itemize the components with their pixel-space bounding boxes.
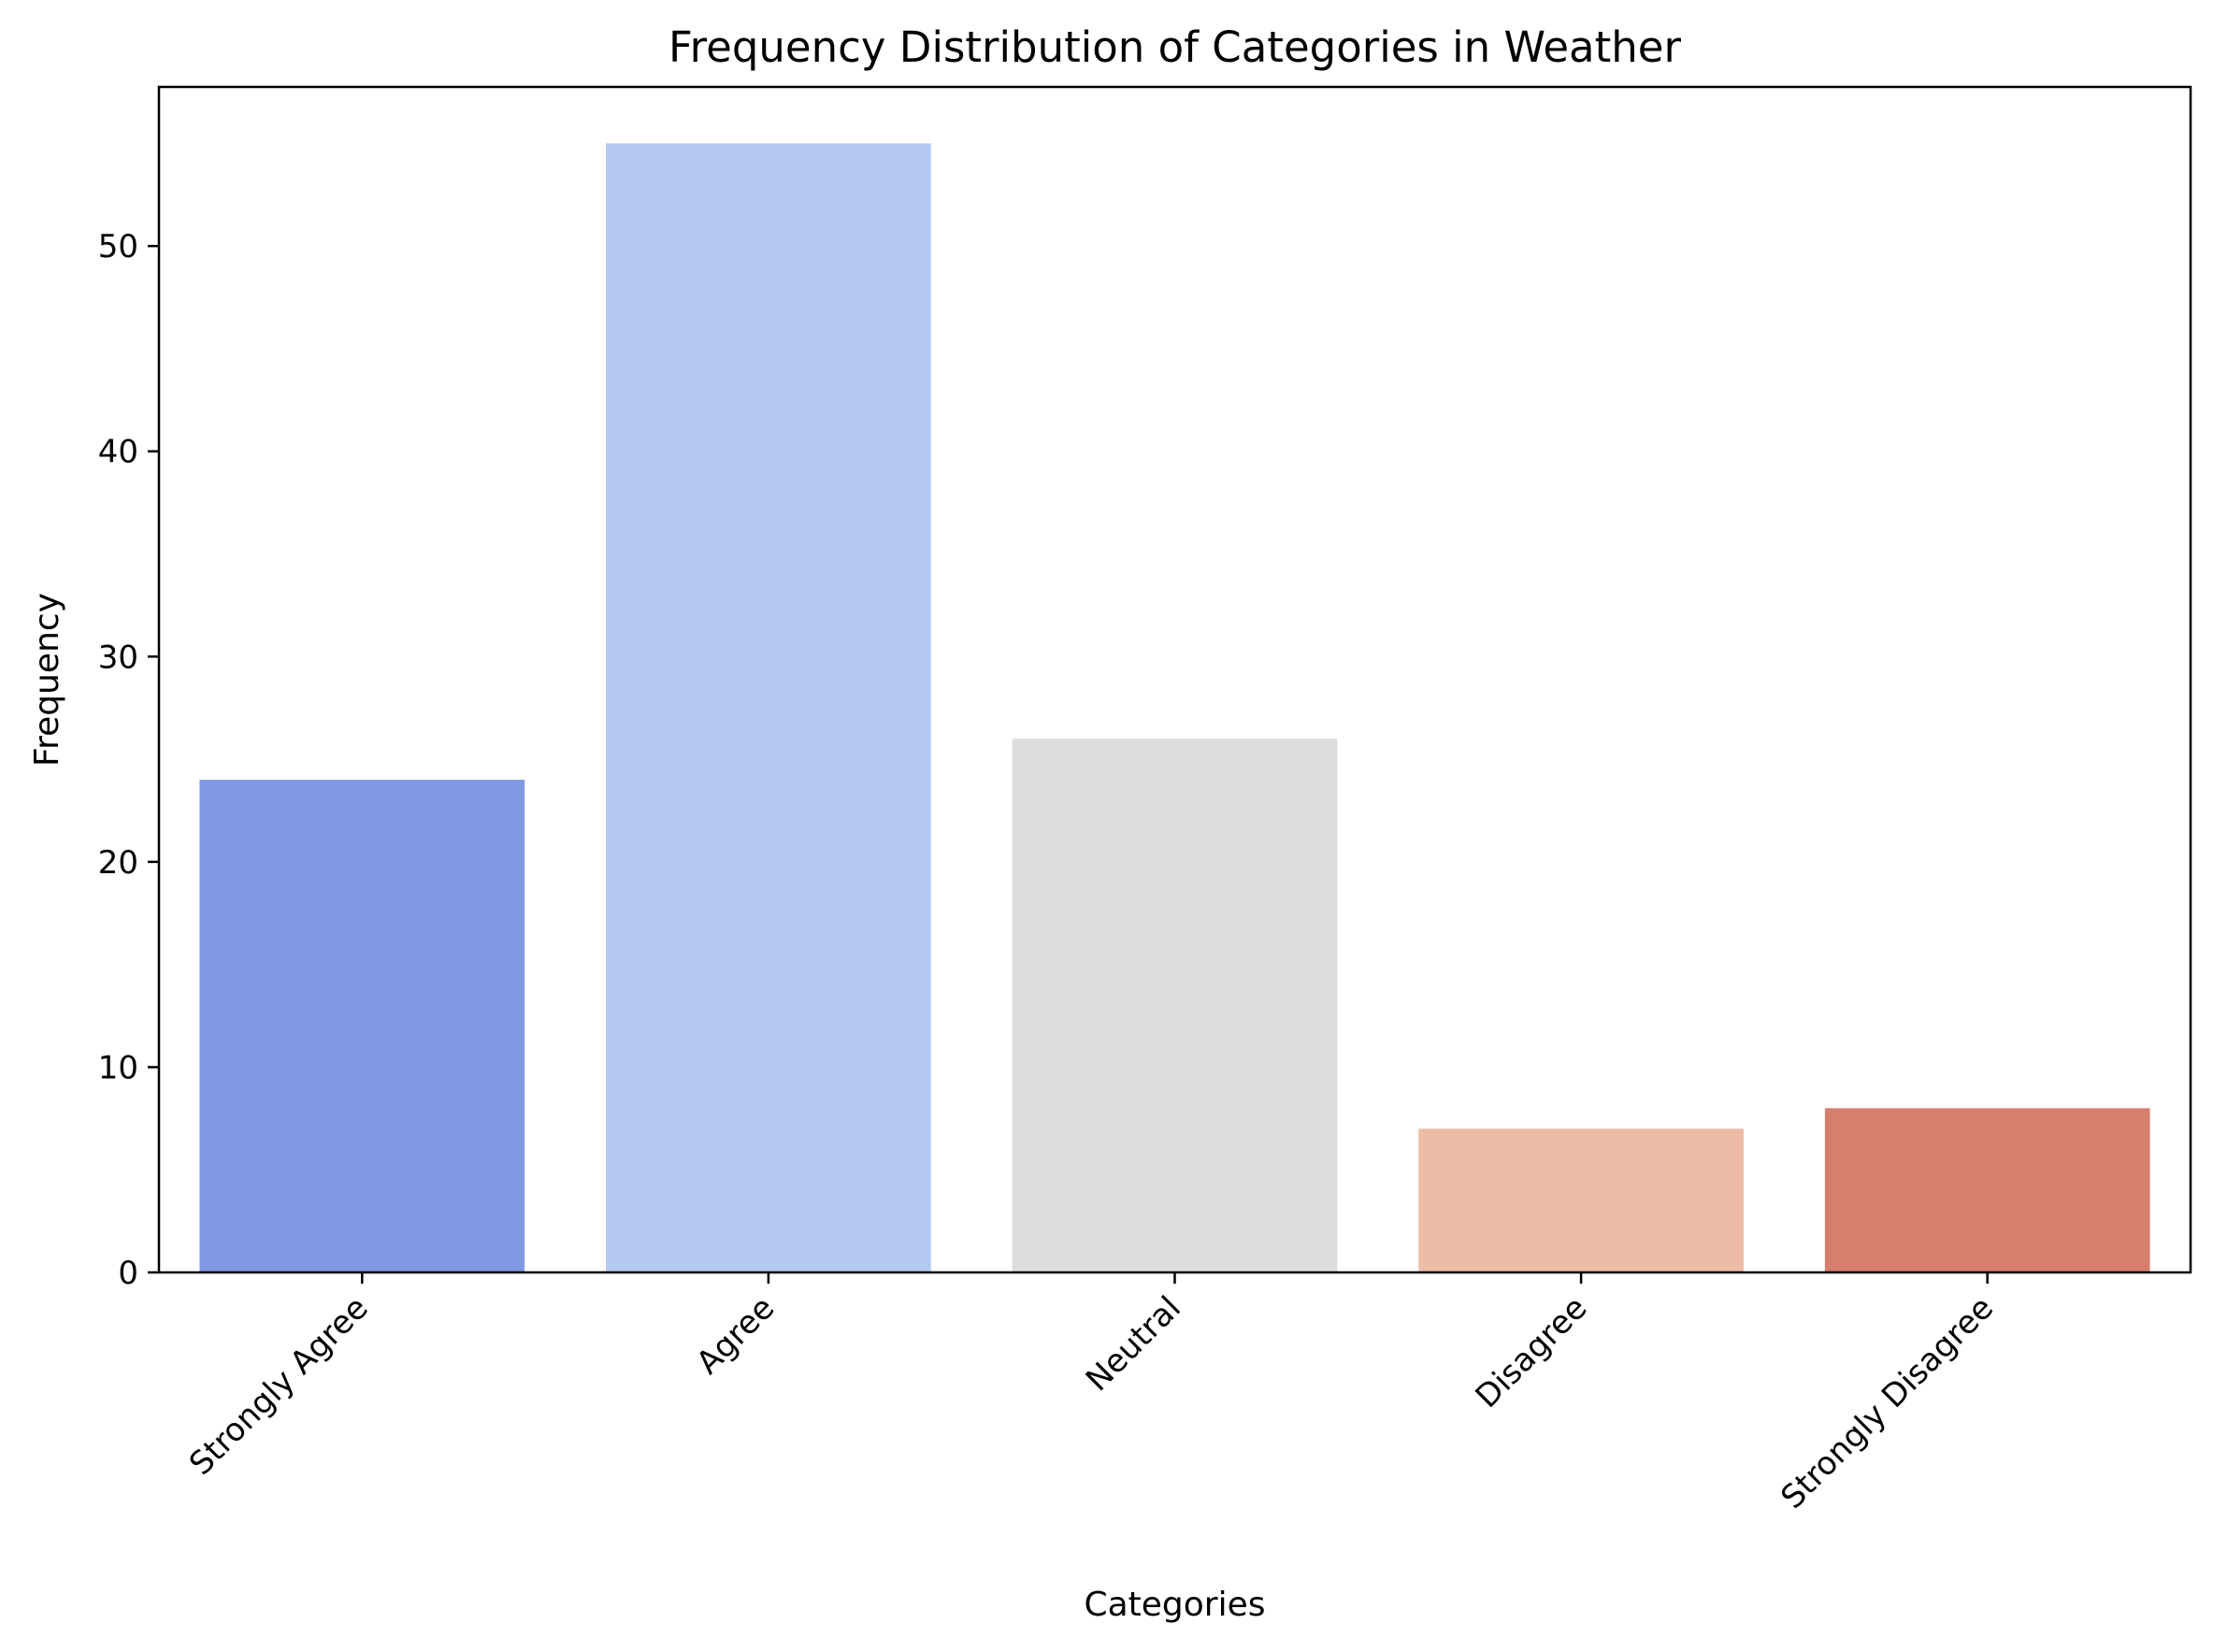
chart-title: Frequency Distribution of Categories in … bbox=[668, 22, 1681, 72]
y-tick-label: 0 bbox=[118, 1255, 138, 1292]
y-tick-label: 50 bbox=[98, 228, 138, 266]
bar-strongly-disagree bbox=[1824, 1108, 2150, 1272]
y-tick-label: 10 bbox=[98, 1049, 138, 1086]
bar-disagree bbox=[1418, 1128, 1744, 1272]
y-tick-label: 40 bbox=[98, 434, 138, 471]
y-axis: 0 10 20 30 40 50 bbox=[98, 228, 159, 1292]
bar-neutral bbox=[1012, 739, 1338, 1272]
y-axis-label: Frequency bbox=[28, 593, 66, 767]
bar-agree bbox=[606, 143, 931, 1272]
bars-group bbox=[199, 143, 2150, 1272]
plot-frame bbox=[157, 85, 2192, 1274]
x-axis-label: Categories bbox=[1084, 1586, 1265, 1624]
y-tick-label: 30 bbox=[98, 639, 138, 676]
bar-strongly-agree bbox=[199, 780, 525, 1272]
y-tick-label: 20 bbox=[98, 844, 138, 882]
